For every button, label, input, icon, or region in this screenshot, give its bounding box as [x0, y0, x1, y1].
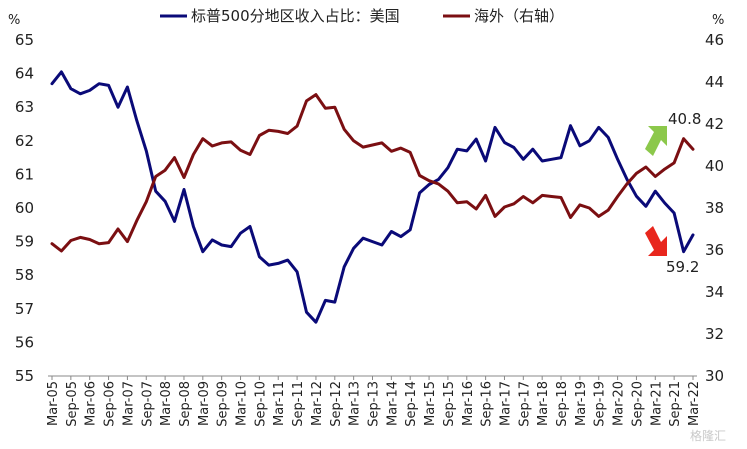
x-tick-label: Sep-15 [442, 381, 457, 427]
x-tick-label: Sep-13 [367, 381, 382, 427]
x-tick-label: Sep-12 [329, 381, 344, 427]
x-tick-label: Sep-10 [253, 381, 268, 427]
left-tick-label: 64 [15, 65, 34, 83]
legend-label-overseas: 海外（右轴） [474, 7, 564, 25]
x-tick-label: Mar-10 [235, 381, 250, 426]
x-tick-label: Sep-06 [103, 381, 118, 427]
x-tick-label: Mar-17 [498, 381, 513, 426]
x-tick-label: Mar-16 [461, 381, 476, 426]
watermark-text: 格隆汇 [690, 428, 726, 443]
right-tick-label: 32 [705, 325, 724, 343]
legend: 标普500分地区收入占比：美国 海外（右轴） [160, 7, 564, 25]
x-tick-label: Mar-22 [687, 381, 702, 426]
x-tick-label: Mar-06 [84, 381, 99, 426]
x-tick-label: Mar-15 [423, 381, 438, 426]
left-tick-label: 59 [15, 233, 34, 251]
x-tick-label: Sep-18 [555, 381, 570, 427]
x-tick-label: Mar-13 [348, 381, 363, 426]
annotations: 40.8 59.2 [645, 110, 701, 276]
right-tick-label: 40 [705, 157, 724, 175]
up-arrow-icon [645, 126, 667, 156]
x-tick-label: Mar-12 [310, 381, 325, 426]
x-tick-label: Sep-07 [140, 381, 155, 427]
x-tick-label: Mar-08 [159, 381, 174, 426]
x-tick-label: Mar-05 [46, 381, 61, 426]
x-tick-label: Mar-14 [385, 381, 400, 426]
left-axis-ticks: 55 56 57 58 59 60 61 62 63 64 65 [15, 31, 34, 385]
x-tick-label: Sep-05 [65, 381, 80, 427]
x-tick-label: Mar-07 [121, 381, 136, 426]
x-tick-label: Sep-14 [404, 381, 419, 427]
left-tick-label: 65 [15, 31, 34, 49]
x-tick-label: Sep-11 [291, 381, 306, 427]
right-tick-label: 34 [705, 283, 724, 301]
x-axis-ticks: Mar-05 Sep-05 Mar-06 Sep-06 Mar-07 Sep-07 Mar-… [46, 376, 702, 427]
x-tick-label: Mar-20 [612, 381, 627, 426]
x-tick-label: Mar-09 [197, 381, 212, 426]
x-tick-label: Mar-11 [272, 381, 287, 426]
right-axis-unit: % [712, 13, 724, 28]
x-tick-label: Sep-20 [630, 381, 645, 427]
annotation-overseas-last: 40.8 [668, 110, 701, 128]
left-tick-label: 60 [15, 199, 34, 217]
legend-label-us: 标普500分地区收入占比：美国 [191, 7, 400, 25]
right-tick-label: 44 [705, 73, 724, 91]
left-tick-label: 58 [15, 266, 34, 284]
left-tick-label: 63 [15, 98, 34, 116]
left-tick-label: 56 [15, 333, 34, 351]
left-tick-label: 62 [15, 132, 34, 150]
series-line-overseas [50, 93, 695, 253]
series-lines [50, 70, 695, 324]
x-tick-label: Mar-21 [649, 381, 664, 426]
annotation-us-last: 59.2 [666, 258, 699, 276]
x-tick-label: Sep-16 [480, 381, 495, 427]
left-axis-unit: % [8, 13, 20, 28]
left-tick-label: 57 [15, 300, 34, 318]
series-line-us [50, 70, 695, 324]
left-tick-label: 61 [15, 165, 34, 183]
x-tick-label: Sep-08 [178, 381, 193, 427]
x-tick-label: Sep-19 [593, 381, 608, 427]
down-arrow-icon [645, 226, 667, 256]
left-tick-label: 55 [15, 367, 34, 385]
right-tick-label: 30 [705, 367, 724, 385]
x-tick-label: Sep-21 [668, 381, 683, 427]
right-tick-label: 36 [705, 241, 724, 259]
x-tick-label: Mar-18 [536, 381, 551, 426]
x-tick-label: Mar-19 [574, 381, 589, 426]
x-tick-label: Sep-09 [216, 381, 231, 427]
right-tick-label: 38 [705, 199, 724, 217]
right-tick-label: 42 [705, 115, 724, 133]
right-tick-label: 46 [705, 31, 724, 49]
right-axis-ticks: 30 32 34 36 38 40 42 44 46 [705, 31, 724, 385]
x-tick-label: Sep-17 [517, 381, 532, 427]
